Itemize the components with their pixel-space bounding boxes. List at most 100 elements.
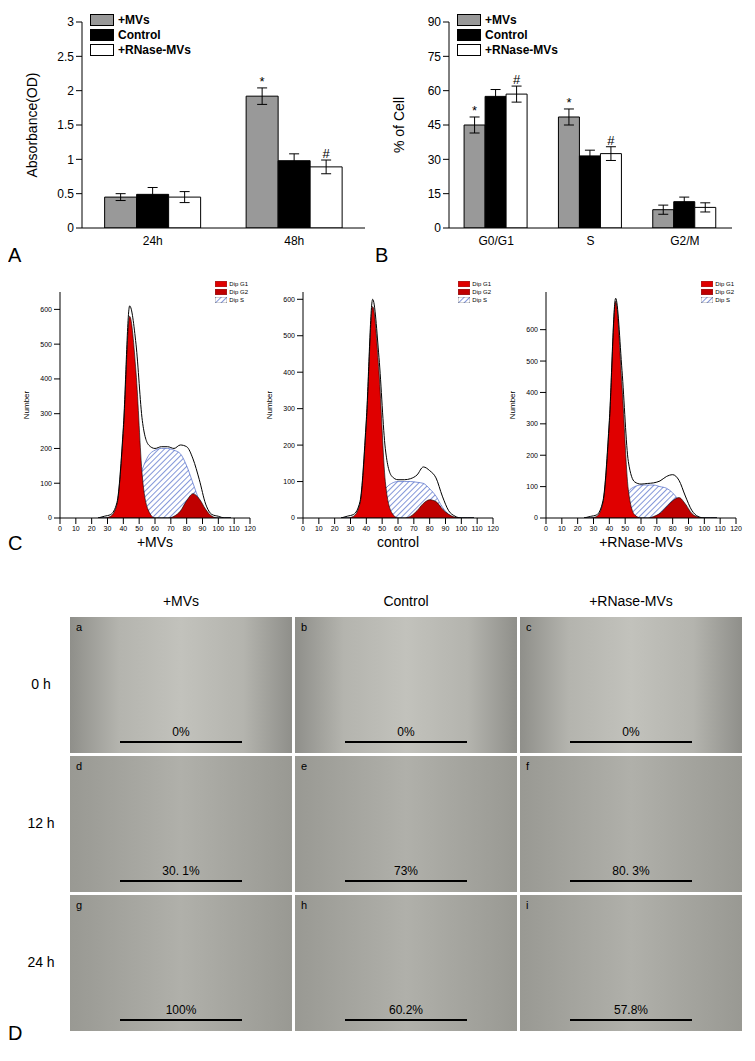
html-text:0 h: 0 h	[31, 676, 51, 692]
svg-text:80: 80	[426, 525, 434, 532]
svg-text:#: #	[607, 133, 615, 148]
svg-text:0: 0	[58, 525, 62, 532]
svg-text:400: 400	[283, 369, 295, 376]
svg-text:20: 20	[88, 525, 96, 532]
svg-text:30: 30	[590, 525, 598, 532]
svg-text:75: 75	[428, 50, 442, 64]
svg-text:*: *	[260, 74, 265, 89]
svg-text:110: 110	[715, 525, 726, 532]
svg-text:40: 40	[119, 525, 127, 532]
svg-text:500: 500	[526, 358, 538, 365]
svg-text:0: 0	[534, 514, 538, 521]
svg-text:% of Cell: % of Cell	[391, 97, 407, 153]
svg-text:50: 50	[621, 525, 629, 532]
svg-text:#: #	[323, 146, 331, 161]
svg-text:S: S	[586, 234, 594, 248]
svg-text:110: 110	[229, 525, 240, 532]
svg-text:300: 300	[526, 420, 538, 427]
svg-text:40: 40	[605, 525, 613, 532]
html-text:Control: Control	[383, 593, 429, 609]
svg-text:120: 120	[244, 525, 256, 532]
svg-text:1: 1	[67, 153, 74, 167]
svg-text:90: 90	[199, 525, 207, 532]
svg-text:10: 10	[72, 525, 80, 532]
svg-text:Number: Number	[508, 390, 517, 419]
svg-text:80: 80	[183, 525, 191, 532]
svg-text:110: 110	[472, 525, 483, 532]
svg-text:300: 300	[40, 410, 52, 417]
svg-text:120: 120	[730, 525, 742, 532]
svg-text:200: 200	[40, 445, 52, 452]
svg-text:Number: Number	[22, 390, 31, 419]
svg-text:2.5: 2.5	[57, 50, 74, 64]
svg-text:60: 60	[394, 525, 402, 532]
svg-text:15: 15	[428, 187, 442, 201]
svg-text:45: 45	[428, 118, 442, 132]
svg-text:1.5: 1.5	[57, 118, 74, 132]
svg-text:70: 70	[653, 525, 661, 532]
svg-text:200: 200	[526, 452, 538, 459]
html-text:+MVs: +MVs	[118, 12, 150, 27]
svg-text:70: 70	[167, 525, 175, 532]
svg-text:30: 30	[347, 525, 355, 532]
svg-text:2: 2	[67, 84, 74, 98]
svg-text:100: 100	[40, 480, 52, 487]
svg-text:90: 90	[685, 525, 693, 532]
svg-text:400: 400	[40, 375, 52, 382]
html-text:+MVs: +MVs	[162, 593, 200, 609]
svg-text:*: *	[472, 103, 477, 118]
svg-text:40: 40	[362, 525, 370, 532]
html-text:+MVs: +MVs	[136, 534, 174, 550]
svg-text:90: 90	[442, 525, 450, 532]
svg-text:0: 0	[434, 221, 441, 235]
svg-text:100: 100	[526, 483, 538, 490]
svg-text:400: 400	[526, 389, 538, 396]
svg-text:G0/G1: G0/G1	[478, 234, 514, 248]
svg-text:60: 60	[428, 84, 442, 98]
svg-text:3: 3	[67, 15, 74, 29]
svg-text:0: 0	[48, 514, 52, 521]
svg-text:*: *	[566, 95, 571, 110]
svg-text:100: 100	[283, 478, 295, 485]
html-text:12 h: 12 h	[27, 815, 55, 831]
svg-text:0: 0	[67, 221, 74, 235]
svg-text:50: 50	[135, 525, 143, 532]
html-text:24 h: 24 h	[27, 954, 55, 970]
svg-text:G2/M: G2/M	[670, 234, 699, 248]
svg-text:50: 50	[378, 525, 386, 532]
svg-text:60: 60	[151, 525, 159, 532]
svg-text:600: 600	[526, 326, 538, 333]
svg-text:#: #	[513, 72, 521, 87]
svg-text:48h: 48h	[284, 234, 304, 248]
svg-text:100: 100	[212, 525, 224, 532]
svg-text:30: 30	[104, 525, 112, 532]
svg-text:20: 20	[574, 525, 582, 532]
svg-text:70: 70	[410, 525, 418, 532]
svg-text:0: 0	[301, 525, 305, 532]
svg-text:500: 500	[283, 332, 295, 339]
svg-text:24h: 24h	[143, 234, 163, 248]
svg-text:0: 0	[291, 514, 295, 521]
html-text:control: control	[377, 534, 419, 550]
svg-text:60: 60	[637, 525, 645, 532]
svg-text:600: 600	[40, 306, 52, 313]
svg-text:20: 20	[331, 525, 339, 532]
svg-text:80: 80	[669, 525, 677, 532]
svg-text:30: 30	[428, 153, 442, 167]
svg-text:600: 600	[283, 296, 295, 303]
html-text:+RNase-MVs: +RNase-MVs	[599, 534, 683, 550]
svg-text:500: 500	[40, 341, 52, 348]
svg-text:10: 10	[558, 525, 566, 532]
svg-text:300: 300	[283, 405, 295, 412]
svg-text:10: 10	[315, 525, 323, 532]
svg-text:0: 0	[544, 525, 548, 532]
svg-text:90: 90	[428, 15, 442, 29]
svg-text:Number: Number	[265, 390, 274, 419]
svg-text:100: 100	[698, 525, 710, 532]
svg-text:120: 120	[487, 525, 499, 532]
svg-text:200: 200	[283, 442, 295, 449]
svg-text:0.5: 0.5	[57, 187, 74, 201]
svg-text:Absorbance(OD): Absorbance(OD)	[24, 72, 40, 177]
svg-text:100: 100	[455, 525, 467, 532]
html-text:+RNase-MVs: +RNase-MVs	[589, 593, 673, 609]
